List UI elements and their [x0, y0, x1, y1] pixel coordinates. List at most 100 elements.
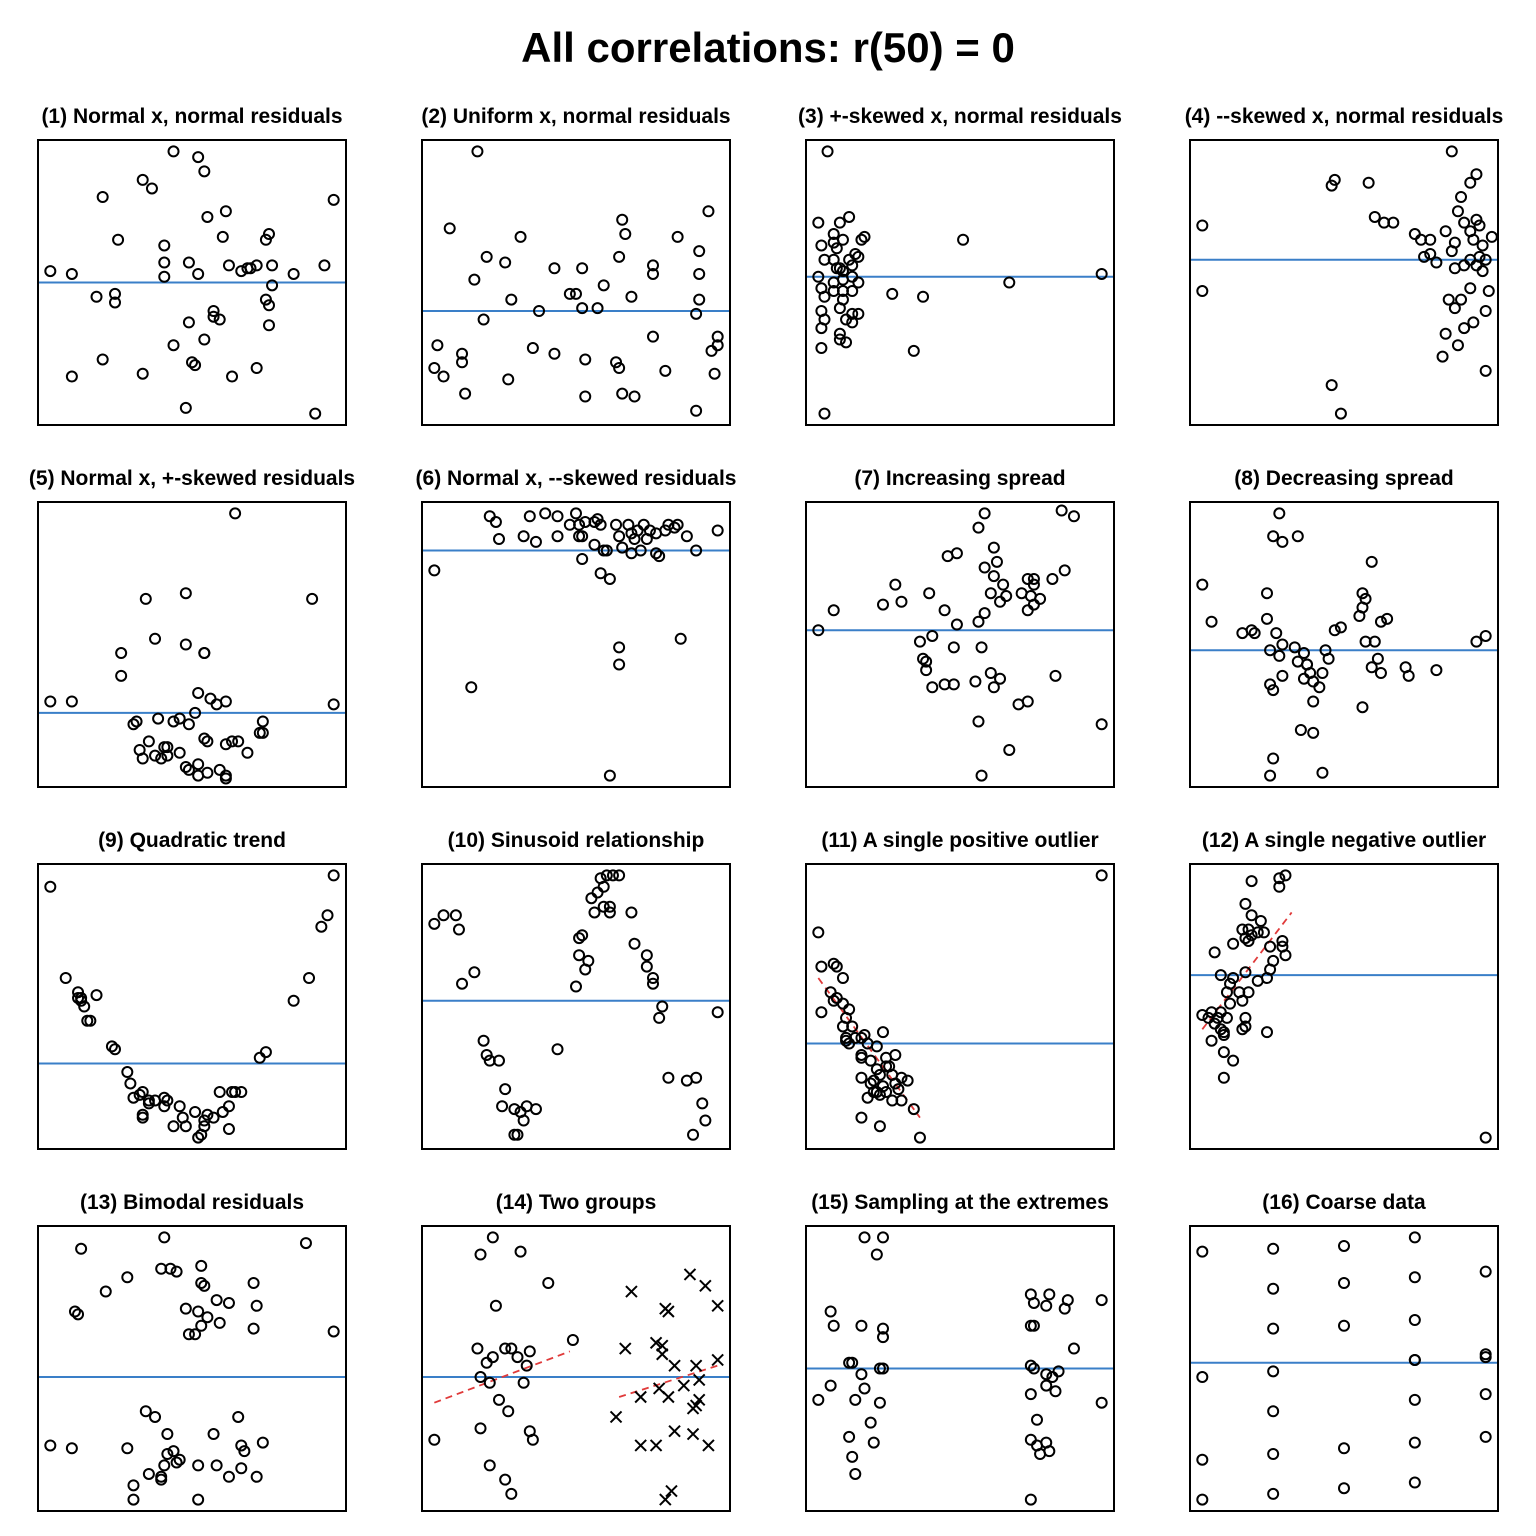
data-point [259, 293, 272, 306]
data-point [628, 390, 641, 403]
data-point [836, 265, 849, 278]
data-point [127, 1493, 140, 1506]
data-point [1479, 1351, 1492, 1364]
data-point [827, 1319, 840, 1332]
data-point [526, 342, 539, 355]
data-point [1095, 869, 1108, 882]
data-point [1408, 1436, 1421, 1449]
data-point [984, 587, 997, 600]
data-point [1476, 239, 1489, 252]
data-point [570, 287, 582, 300]
data-point [542, 1277, 555, 1289]
data-point [232, 1410, 245, 1423]
data-point [250, 1299, 263, 1312]
data-point [198, 333, 211, 346]
data-point [130, 715, 143, 728]
data-point [997, 578, 1010, 591]
data-point [195, 1277, 208, 1289]
data-point [690, 307, 703, 320]
data-point [1095, 718, 1108, 731]
data-point [90, 989, 103, 1002]
data-point [907, 344, 920, 357]
data-point [1418, 250, 1431, 263]
data-point [1334, 621, 1347, 634]
data-point [576, 262, 589, 275]
data-point-cross [686, 1427, 700, 1441]
data-point [437, 909, 450, 922]
data-point [1381, 612, 1394, 625]
data-point [201, 1108, 214, 1121]
data-point [167, 1120, 180, 1133]
data-point [222, 1100, 235, 1113]
data-point-cross [711, 1299, 724, 1313]
data-point [44, 880, 57, 893]
data-point [1267, 1487, 1280, 1500]
data-point [213, 313, 226, 326]
data-point [207, 305, 220, 317]
data-point [1000, 590, 1013, 603]
data-point [155, 752, 168, 765]
data-point [588, 515, 601, 528]
data-point [1328, 173, 1341, 186]
data-point [299, 1237, 312, 1250]
data-point [972, 715, 985, 728]
data-point [327, 193, 340, 206]
data-point [640, 960, 653, 973]
data-point [1027, 578, 1040, 591]
data-point [1301, 658, 1314, 671]
data-point [250, 1470, 263, 1483]
data-point [588, 906, 601, 919]
data-point [917, 652, 930, 665]
data-point [926, 681, 939, 694]
data-point [846, 285, 859, 298]
data-point [812, 624, 825, 637]
data-point [1276, 535, 1289, 548]
scatter-panel-4: (4) --skewed x, normal residuals [1185, 105, 1503, 426]
figure-title: All correlations: r(50) = 0 [521, 24, 1015, 71]
data-point [693, 245, 706, 258]
data-point [1424, 233, 1437, 246]
data-point [917, 290, 930, 303]
data-point [192, 1459, 205, 1472]
data-point [1245, 624, 1258, 637]
data-point [1220, 1011, 1233, 1024]
data-point [486, 1231, 499, 1244]
data-point [327, 698, 340, 711]
data-point [456, 347, 469, 360]
plot-frame [805, 139, 1115, 426]
data-point [179, 638, 192, 651]
data-point [216, 1105, 229, 1118]
data-point [984, 667, 997, 679]
data-point [250, 259, 263, 272]
data-point [690, 1071, 703, 1084]
data-point [145, 182, 158, 195]
data-point [628, 937, 641, 950]
data-point [1267, 1448, 1280, 1460]
data-point [827, 604, 840, 617]
data-point [600, 544, 613, 557]
data-point [136, 1086, 149, 1098]
data-point [647, 267, 659, 280]
data-point [222, 259, 235, 272]
data-point [238, 1445, 251, 1458]
plot-frame [805, 501, 1115, 788]
data-point [1227, 972, 1240, 984]
data-point [428, 1433, 441, 1446]
data-point [1257, 926, 1270, 939]
data-point [812, 270, 825, 283]
data-point [690, 544, 703, 557]
data-point [1356, 701, 1369, 714]
data-point [696, 1097, 709, 1110]
data-point [456, 977, 469, 990]
data-point [1242, 934, 1255, 947]
data-point [855, 1111, 868, 1124]
data-point [1464, 282, 1477, 295]
data-point [483, 1459, 496, 1472]
data-point [1408, 1231, 1421, 1244]
data-point [468, 966, 481, 979]
data-point [836, 997, 849, 1010]
data-point [1095, 267, 1108, 280]
data-point [1356, 601, 1369, 614]
data-point [1439, 327, 1452, 340]
data-point [1245, 909, 1258, 922]
